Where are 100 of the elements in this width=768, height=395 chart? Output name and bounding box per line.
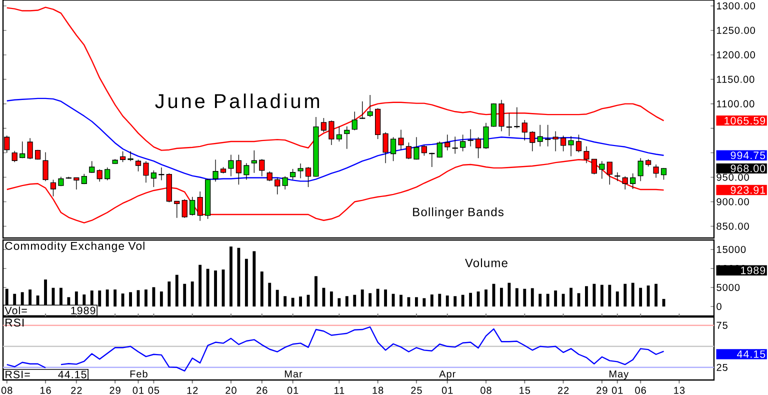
- y2-tick-label: 994.75: [730, 152, 766, 160]
- candlestick: [282, 176, 288, 190]
- candlestick: [344, 126, 350, 150]
- candlestick: [143, 160, 149, 183]
- bar: [639, 288, 642, 306]
- bar: [515, 288, 518, 306]
- x-tick-label: 29: [596, 386, 608, 394]
- candlestick: [452, 136, 458, 154]
- bar: [175, 274, 178, 306]
- bar: [353, 294, 356, 306]
- x-tick-label: 26: [256, 386, 268, 394]
- candlestick: [560, 135, 566, 152]
- x-tick-label: 11: [334, 386, 344, 394]
- candlestick: [228, 154, 234, 177]
- x-tick-label: 06: [635, 386, 646, 394]
- candlestick: [552, 130, 558, 152]
- bar: [446, 296, 449, 306]
- chart-title: RSI: [6, 318, 24, 327]
- text: 1989: [741, 266, 766, 274]
- candlestick: [120, 150, 126, 162]
- candlestick: [468, 128, 474, 147]
- bar: [198, 264, 202, 306]
- x-tick-label: 15: [520, 386, 530, 394]
- bar: [469, 292, 472, 306]
- x-tick-label: 08: [480, 386, 492, 394]
- bar: [345, 296, 348, 306]
- candlestick: [390, 136, 396, 162]
- bar: [624, 284, 627, 306]
- bar: [592, 284, 596, 306]
- bar: [646, 286, 650, 306]
- bar: [546, 294, 550, 306]
- candlestick: [320, 118, 327, 133]
- bar: [237, 248, 240, 306]
- candlestick: [89, 160, 95, 174]
- candlestick: [530, 130, 536, 152]
- candlestick: [290, 168, 296, 180]
- bar: [299, 296, 302, 306]
- bar: [430, 294, 434, 306]
- bar: [461, 294, 464, 306]
- y2-tick-label: 968.00: [730, 164, 766, 172]
- candlestick: [135, 159, 142, 172]
- candlestick: [630, 173, 636, 190]
- candlestick: [398, 129, 404, 150]
- y-tick-label: 1200.00: [717, 51, 755, 58]
- candlestick: [429, 152, 435, 168]
- candlestick: [244, 162, 250, 180]
- bar: [585, 286, 588, 306]
- candlestick: [12, 150, 18, 162]
- candlestick: [360, 101, 366, 120]
- candlestick: [259, 158, 265, 177]
- candlestick: [158, 167, 164, 181]
- y-tick-label: 0: [716, 302, 722, 310]
- y-tick-label: 1150.00: [717, 76, 754, 83]
- y-tick-label: 15000: [717, 246, 746, 254]
- candlestick: [498, 100, 504, 132]
- bar: [214, 270, 217, 306]
- y-tick-label: 1100.00: [717, 100, 754, 108]
- bar: [384, 290, 388, 306]
- bar: [129, 292, 132, 306]
- candlestick: [490, 102, 497, 128]
- candlestick: [444, 134, 450, 151]
- candlestick: [522, 120, 528, 141]
- bar: [400, 294, 402, 306]
- bar: [314, 276, 318, 306]
- bar: [438, 294, 442, 306]
- candlestick: [382, 132, 388, 164]
- candlestick: [568, 136, 574, 157]
- candlestick: [305, 166, 312, 188]
- candlestick: [576, 134, 582, 153]
- candlestick: [506, 112, 512, 136]
- bar: [206, 268, 210, 306]
- annotation: 44.15: [58, 370, 86, 378]
- bar: [244, 258, 248, 306]
- bar: [360, 290, 364, 306]
- y-tick-label: 900.00: [716, 198, 749, 206]
- y2-tick-label: 923.91: [730, 186, 766, 194]
- candlestick: [20, 141, 26, 159]
- candlestick: [367, 94, 373, 118]
- bar: [631, 282, 634, 306]
- bar: [608, 284, 612, 306]
- candlestick: [266, 171, 272, 182]
- bar: [368, 293, 372, 306]
- candlestick: [74, 177, 80, 190]
- candlestick: [436, 141, 442, 158]
- annotation: Volume: [465, 258, 508, 268]
- y-tick-label: 1250.00: [717, 26, 755, 34]
- y-tick-label: 25: [716, 364, 728, 371]
- bar: [252, 251, 256, 306]
- bar: [160, 291, 163, 306]
- bar: [570, 288, 572, 306]
- bar: [530, 288, 534, 306]
- x-tick-label: 18: [372, 386, 384, 394]
- bar: [523, 288, 526, 306]
- candlestick: [50, 179, 56, 197]
- bar: [190, 281, 194, 306]
- x-tick-label: 12: [187, 386, 198, 394]
- bar: [508, 282, 511, 306]
- x-tick-label: Mar 01: [284, 370, 302, 394]
- candlestick: [483, 122, 489, 150]
- candlestick: [190, 196, 196, 216]
